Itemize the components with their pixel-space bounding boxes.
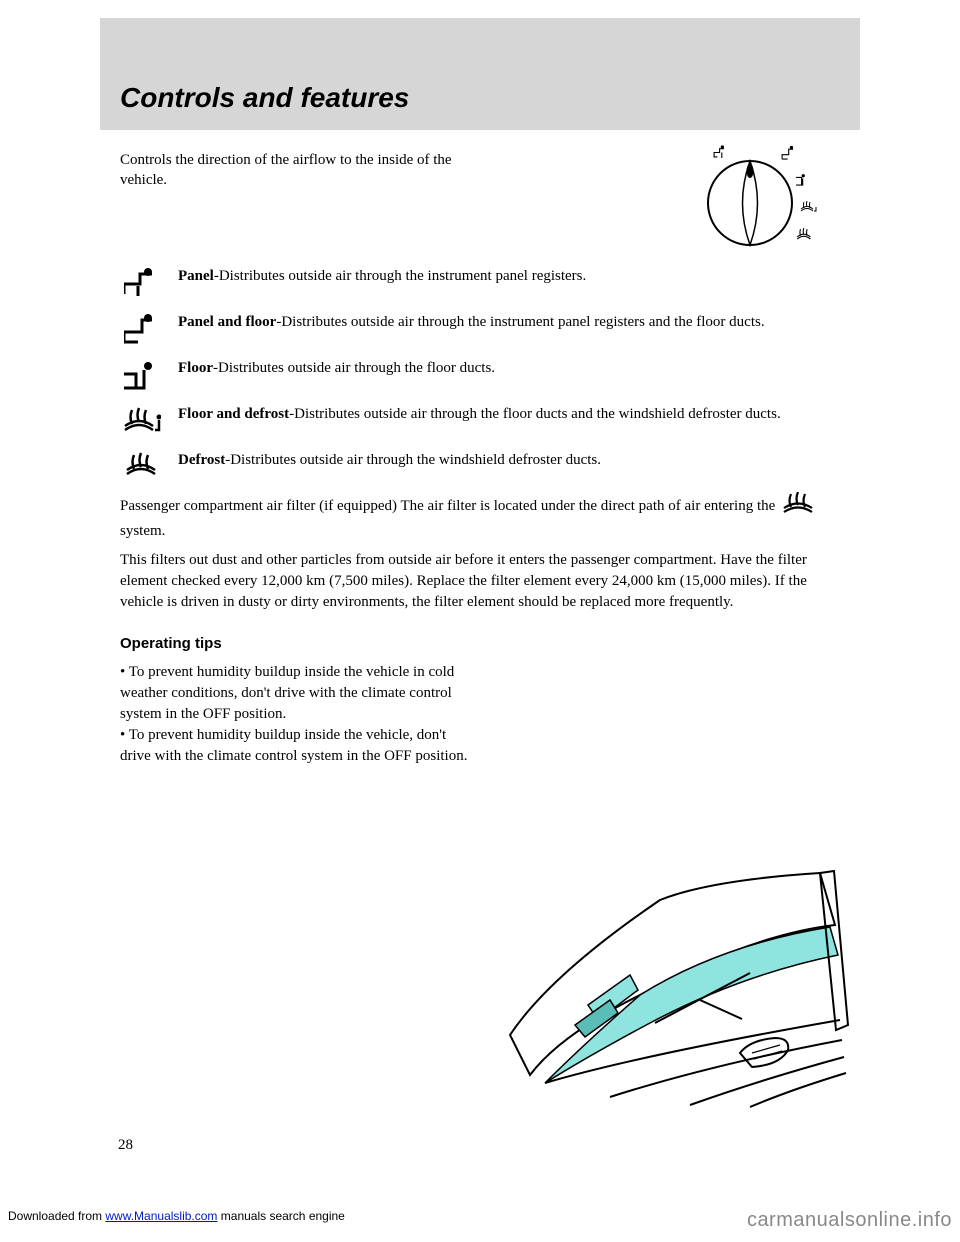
footer-left-pre: Downloaded from xyxy=(8,1209,105,1223)
mode-desc: -Distributes outside air through the ins… xyxy=(276,314,764,330)
mode-item: Defrost-Distributes outside air through … xyxy=(120,450,840,478)
para1-post: system. xyxy=(120,523,165,539)
mode-text: Floor and defrost-Distributes outside ai… xyxy=(178,404,840,424)
windshield-illustration-icon xyxy=(490,855,850,1115)
mode-text: Panel-Distributes outside air through th… xyxy=(178,266,840,286)
mode-desc: -Distributes outside air through the win… xyxy=(225,452,601,468)
defrost-icon xyxy=(120,450,162,478)
intro-text: Controls the direction of the airflow to… xyxy=(120,150,500,260)
mode-desc: -Distributes outside air through the ins… xyxy=(214,268,586,284)
mode-text: Defrost-Distributes outside air through … xyxy=(178,450,840,470)
page-title: Controls and features xyxy=(120,82,409,114)
panel-icon xyxy=(120,266,162,298)
mode-item: Floor-Distributes outside air through th… xyxy=(120,358,840,390)
mode-desc: -Distributes outside air through the flo… xyxy=(289,406,781,422)
footer-left-post: manuals search engine xyxy=(217,1209,344,1223)
floor-defrost-icon xyxy=(120,404,162,436)
mode-label: Defrost xyxy=(178,452,225,468)
defrost-inline-icon xyxy=(781,492,815,521)
filter-paragraph-2: This filters out dust and other particle… xyxy=(120,550,840,613)
floor-icon xyxy=(120,358,162,390)
header-bar: Controls and features xyxy=(100,18,860,130)
list-item: To prevent humidity buildup inside the v… xyxy=(120,662,470,725)
page-number: 28 xyxy=(118,1137,133,1154)
page-container: Controls and features Controls the direc… xyxy=(100,18,860,767)
mode-text: Panel and floor-Distributes outside air … xyxy=(178,312,840,332)
mode-label: Panel and floor xyxy=(178,314,276,330)
footer-right: carmanualsonline.info xyxy=(747,1209,952,1232)
mode-text: Floor-Distributes outside air through th… xyxy=(178,358,840,378)
mode-item: Panel and floor-Distributes outside air … xyxy=(120,312,840,344)
mode-selector-knob-icon xyxy=(695,145,825,260)
operating-tips-list: To prevent humidity buildup inside the v… xyxy=(120,662,470,767)
list-item: To prevent humidity buildup inside the v… xyxy=(120,725,470,767)
operating-tips-heading: Operating tips xyxy=(120,635,840,652)
mode-label: Floor and defrost xyxy=(178,406,289,422)
footer: Downloaded from www.Manualslib.com manua… xyxy=(8,1209,952,1232)
mode-desc: -Distributes outside air through the flo… xyxy=(213,360,495,376)
content-area: Controls the direction of the airflow to… xyxy=(100,130,860,767)
mode-label: Panel xyxy=(178,268,214,284)
filter-paragraph-1: Passenger compartment air filter (if equ… xyxy=(120,492,840,542)
mode-item: Panel-Distributes outside air through th… xyxy=(120,266,840,298)
mode-item: Floor and defrost-Distributes outside ai… xyxy=(120,404,840,436)
para1-pre: Passenger compartment air filter (if equ… xyxy=(120,498,775,514)
mode-list: Panel-Distributes outside air through th… xyxy=(120,266,840,478)
footer-left: Downloaded from www.Manualslib.com manua… xyxy=(8,1209,345,1232)
panel-floor-icon xyxy=(120,312,162,344)
footer-link[interactable]: www.Manualslib.com xyxy=(105,1209,217,1223)
mode-label: Floor xyxy=(178,360,213,376)
